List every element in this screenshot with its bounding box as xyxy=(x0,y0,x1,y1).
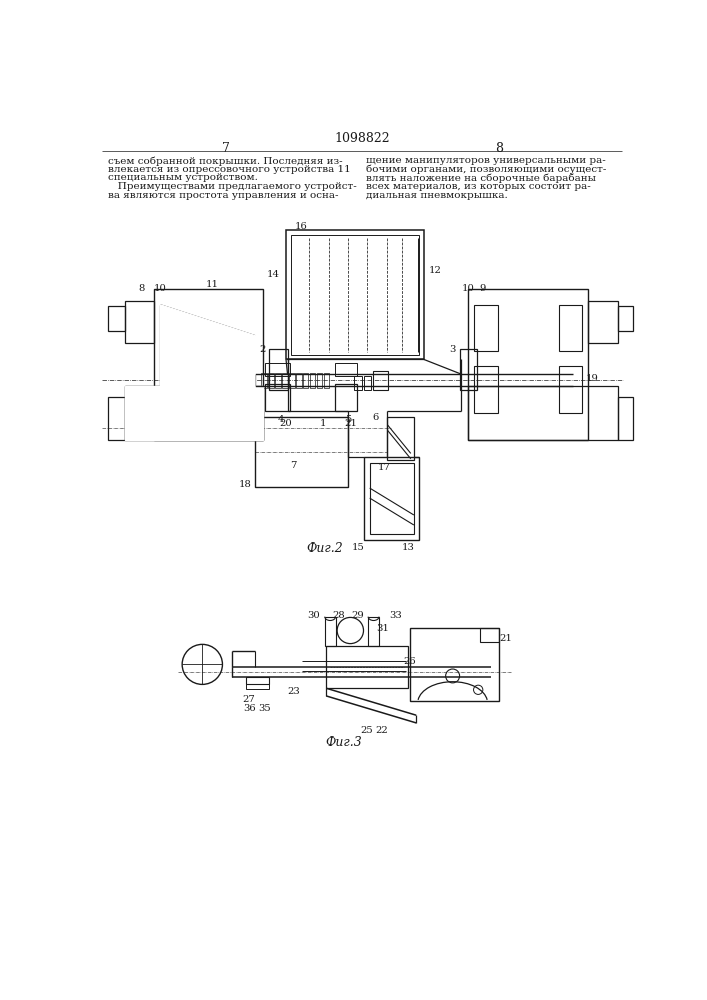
Bar xyxy=(269,349,288,389)
Bar xyxy=(325,617,336,646)
Bar xyxy=(363,457,419,540)
Text: 33: 33 xyxy=(390,611,402,620)
Bar xyxy=(107,306,125,331)
Bar xyxy=(474,305,498,351)
Text: 6: 6 xyxy=(372,413,378,422)
Bar xyxy=(286,230,424,359)
Text: 35: 35 xyxy=(258,704,271,713)
Polygon shape xyxy=(125,386,263,440)
Bar xyxy=(559,366,582,413)
Text: бочими органами, позволяющими осущест-: бочими органами, позволяющими осущест- xyxy=(366,165,606,174)
Text: 30: 30 xyxy=(307,611,320,620)
Bar xyxy=(480,628,499,642)
Bar xyxy=(354,376,362,390)
Bar xyxy=(289,373,295,388)
Bar xyxy=(246,677,269,684)
Bar xyxy=(261,373,267,388)
Text: 18: 18 xyxy=(238,480,252,489)
Text: ва являются простота управления и осна-: ва являются простота управления и осна- xyxy=(107,191,338,200)
Bar xyxy=(310,373,315,388)
Text: 12: 12 xyxy=(429,266,442,275)
Text: 22: 22 xyxy=(375,726,387,735)
Text: 26: 26 xyxy=(404,657,416,666)
Text: 25: 25 xyxy=(361,726,373,735)
Text: 5: 5 xyxy=(345,415,351,424)
Bar xyxy=(474,366,498,413)
Bar xyxy=(275,373,281,388)
Bar xyxy=(327,646,408,688)
Bar xyxy=(291,235,419,355)
Text: влекается из опрессовочного устройства 11: влекается из опрессовочного устройства 1… xyxy=(107,165,351,174)
Bar xyxy=(125,386,263,440)
Text: всех материалов, из которых состоит ра-: всех материалов, из которых состоит ра- xyxy=(366,182,590,191)
Text: влять наложение на сборочные барабаны: влять наложение на сборочные барабаны xyxy=(366,173,596,183)
Bar xyxy=(268,373,274,388)
Text: 10: 10 xyxy=(154,284,167,293)
Text: Фиг.3: Фиг.3 xyxy=(326,736,363,749)
Bar xyxy=(246,684,269,689)
Polygon shape xyxy=(160,305,255,424)
Bar xyxy=(107,397,125,440)
Text: 10: 10 xyxy=(462,284,474,293)
Bar xyxy=(387,417,414,460)
Bar xyxy=(255,417,348,487)
Text: 15: 15 xyxy=(351,544,365,552)
Text: 1098822: 1098822 xyxy=(334,132,390,145)
Bar xyxy=(317,373,322,388)
Text: 23: 23 xyxy=(287,687,300,696)
Text: 2: 2 xyxy=(259,345,266,354)
Bar xyxy=(373,371,388,390)
Text: Фиг.2: Фиг.2 xyxy=(306,542,343,555)
Text: 31: 31 xyxy=(376,624,390,633)
Text: 16: 16 xyxy=(295,222,308,231)
Text: съем собранной покрышки. Последняя из-: съем собранной покрышки. Последняя из- xyxy=(107,156,342,166)
Bar xyxy=(324,373,329,388)
Bar xyxy=(265,384,290,411)
Bar xyxy=(125,386,263,440)
Bar xyxy=(370,463,414,534)
Text: 28: 28 xyxy=(332,611,345,620)
Bar xyxy=(460,349,477,389)
Text: 7: 7 xyxy=(291,461,297,470)
Text: 29: 29 xyxy=(351,611,364,620)
Bar xyxy=(296,373,301,388)
Bar xyxy=(282,373,288,388)
Bar xyxy=(588,301,618,343)
Text: 17: 17 xyxy=(378,463,391,472)
Text: 9: 9 xyxy=(479,284,485,293)
Bar xyxy=(335,384,356,411)
Text: 14: 14 xyxy=(267,270,279,279)
Text: щение манипуляторов универсальными ра-: щение манипуляторов универсальными ра- xyxy=(366,156,606,165)
Text: 36: 36 xyxy=(243,704,256,713)
Text: 8: 8 xyxy=(495,142,503,155)
Text: 13: 13 xyxy=(402,544,414,552)
Bar xyxy=(154,289,263,440)
Text: 4: 4 xyxy=(277,415,284,424)
Bar xyxy=(363,376,371,390)
Bar xyxy=(410,628,499,701)
Bar xyxy=(559,305,582,351)
Text: 3: 3 xyxy=(450,345,456,354)
Text: 27: 27 xyxy=(243,695,255,704)
Text: 1: 1 xyxy=(320,419,327,428)
Bar xyxy=(125,301,154,343)
Bar xyxy=(368,617,379,646)
Bar xyxy=(618,397,633,440)
Bar xyxy=(468,386,618,440)
Text: 21: 21 xyxy=(344,419,357,428)
Text: 8: 8 xyxy=(138,284,144,293)
Bar xyxy=(618,306,633,331)
Text: специальным устройством.: специальным устройством. xyxy=(107,173,257,182)
Text: 11: 11 xyxy=(206,280,219,289)
Bar xyxy=(468,289,588,440)
Text: 21: 21 xyxy=(499,634,512,643)
Bar xyxy=(265,363,290,376)
Text: диальная пневмокрышка.: диальная пневмокрышка. xyxy=(366,191,508,200)
Bar xyxy=(303,373,308,388)
Text: Преимуществами предлагаемого устройст-: Преимуществами предлагаемого устройст- xyxy=(107,182,356,191)
Bar xyxy=(335,363,356,376)
Text: 19: 19 xyxy=(585,374,599,383)
Text: 7: 7 xyxy=(221,142,230,155)
Text: 20: 20 xyxy=(280,419,293,428)
